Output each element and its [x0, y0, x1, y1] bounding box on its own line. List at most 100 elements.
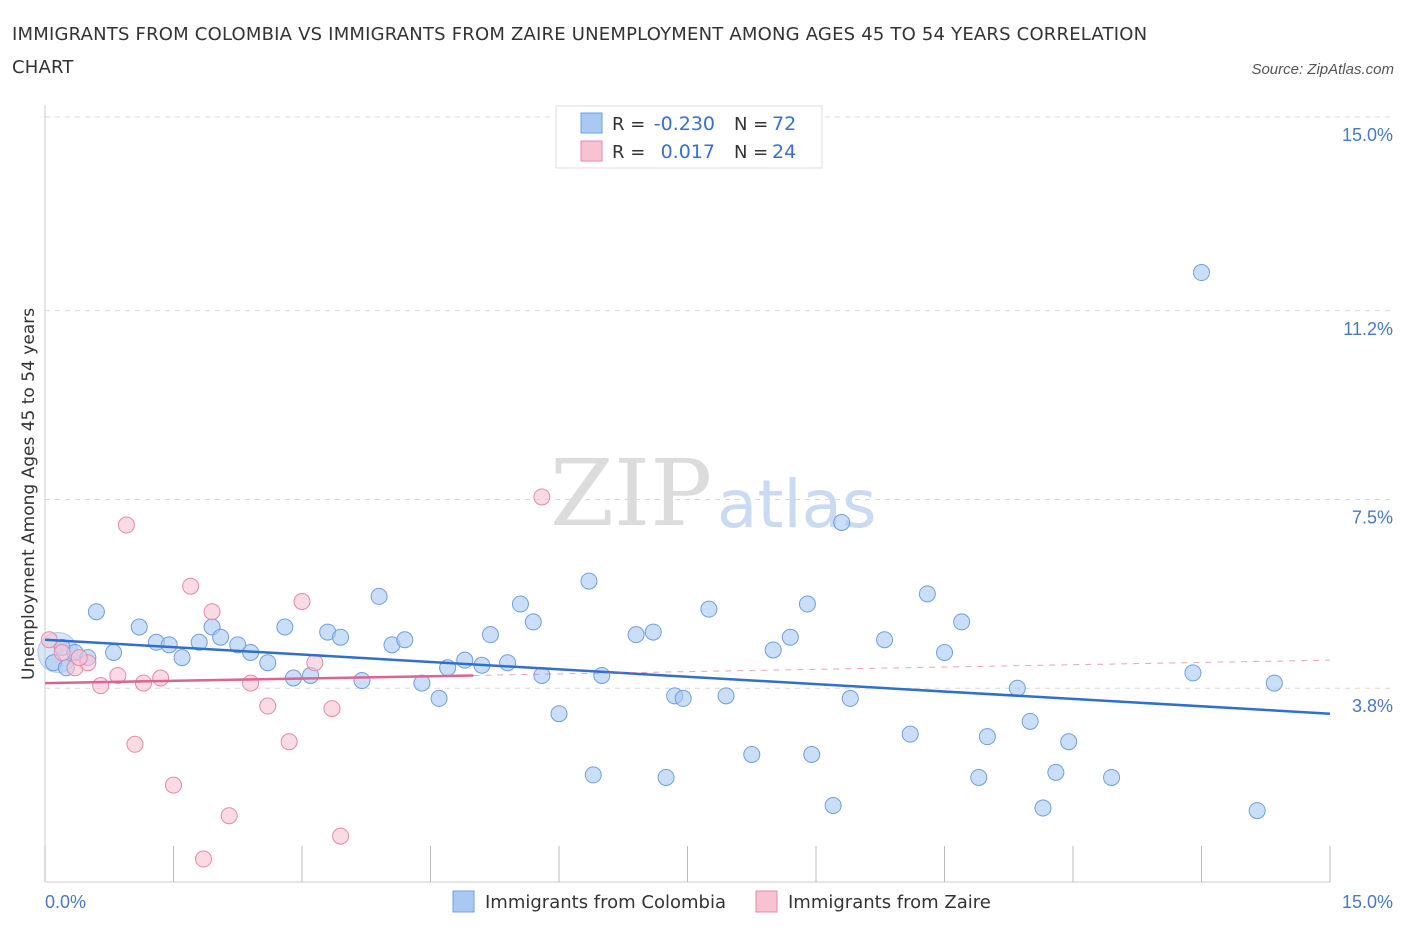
colombia-point	[978, 728, 996, 746]
colombia-point	[481, 626, 499, 644]
y-tick-label-3: 15.0%	[1342, 125, 1393, 145]
zaire-point	[533, 488, 551, 506]
colombia-point	[743, 746, 761, 763]
legend-zaire-r-label: R =	[612, 142, 645, 163]
colombia-point	[550, 705, 568, 723]
zaire-point	[203, 603, 221, 621]
colombia-point	[87, 603, 105, 621]
colombia-point	[1021, 712, 1039, 730]
colombia-point	[841, 689, 859, 707]
colombia-point	[657, 768, 675, 786]
legend-colombia-swatch	[580, 112, 603, 134]
legend-zaire-n-value: 24	[772, 141, 796, 163]
tick-labels: 3.8% 7.5% 11.2% 15.0% 0.0% 15.0%	[45, 125, 1393, 912]
colombia-point	[524, 613, 542, 631]
colombia-point	[876, 631, 894, 649]
chart-title: IMMIGRANTS FROM COLOMBIA VS IMMIGRANTS F…	[12, 24, 1148, 78]
legend-bottom-colombia-label: Immigrants from Colombia	[485, 892, 726, 913]
legend-series: Immigrants from Colombia Immigrants from…	[452, 890, 991, 913]
colombia-point	[396, 631, 414, 649]
colombia-point	[190, 633, 208, 651]
colombia-point	[824, 797, 842, 814]
colombia-point	[160, 636, 178, 654]
legend-colombia-n-label: N =	[734, 114, 768, 135]
zaire-point	[165, 776, 182, 794]
legend-colombia-r-label: R =	[612, 114, 645, 135]
zaire-point	[135, 674, 153, 692]
colombia-point	[1265, 674, 1283, 692]
colombia-point	[332, 628, 350, 646]
watermark-atlas: atlas	[717, 466, 877, 543]
colombia-point	[1047, 763, 1065, 781]
colombia-point	[499, 654, 517, 672]
colombia-point	[764, 641, 782, 659]
x-tick-label-0: 0.0%	[45, 892, 86, 912]
legend-colombia-n-value: 72	[772, 113, 796, 135]
legend-bottom-zaire-swatch	[755, 890, 778, 913]
colombia-point	[798, 595, 816, 613]
axes	[44, 105, 1331, 883]
x-tick-label-1: 15.0%	[1342, 892, 1393, 912]
zaire-point	[182, 577, 200, 595]
colombia-point	[1248, 802, 1266, 820]
colombia-point	[953, 613, 971, 631]
zaire-point	[306, 654, 324, 672]
zaire-point	[293, 593, 311, 610]
zaire-point	[92, 677, 110, 695]
zaire-point	[70, 649, 88, 667]
colombia-point	[370, 587, 388, 605]
colombia-point	[584, 766, 602, 784]
y-axis-title: Unemployment Among Ages 45 to 54 years	[19, 308, 39, 680]
colombia-point	[918, 585, 936, 603]
colombia-point	[511, 595, 529, 613]
colombia-point	[173, 649, 191, 667]
colombia-point	[717, 687, 735, 705]
colombia-point	[781, 628, 799, 646]
colombia-point	[627, 626, 645, 644]
colombia-point	[901, 725, 919, 743]
colombia-point	[1103, 768, 1121, 786]
colombia-point	[803, 746, 821, 763]
zaire-point	[332, 827, 350, 845]
data-points	[37, 264, 1283, 868]
legend-zaire-n-label: N =	[734, 142, 768, 163]
colombia-point	[105, 644, 123, 661]
zaire-point	[323, 700, 341, 718]
colombia-point	[936, 644, 953, 661]
legend-bottom-colombia-swatch	[452, 890, 475, 913]
source-label: Source: ZipAtlas.com	[1251, 61, 1394, 78]
colombia-point	[580, 572, 598, 590]
colombia-point	[430, 689, 448, 707]
colombia-point	[700, 600, 718, 618]
y-tick-label-0: 3.8%	[1352, 696, 1393, 716]
zaire-trend-line	[44, 674, 474, 685]
zaire-point	[220, 807, 238, 825]
y-tick-label-2: 11.2%	[1343, 319, 1393, 339]
colombia-point	[130, 618, 148, 636]
zaire-point	[109, 666, 127, 684]
colombia-point	[1184, 664, 1202, 682]
watermark-zip: ZIP	[550, 440, 712, 547]
colombia-point	[674, 689, 692, 707]
zaire-point	[280, 733, 298, 751]
legend-bottom-zaire-label: Immigrants from Zaire	[788, 892, 991, 913]
colombia-point	[413, 674, 431, 692]
legend-zaire-r-value: 0.017	[661, 141, 715, 163]
colombia-point	[353, 672, 371, 690]
colombia-point	[212, 628, 230, 646]
y-tick-label-1: 7.5%	[1352, 508, 1393, 528]
legend-zaire-swatch	[580, 140, 603, 162]
zaire-point	[53, 644, 71, 661]
colombia-trend-line	[44, 638, 1331, 715]
zaire-point	[152, 669, 170, 687]
zaire-point	[242, 674, 260, 692]
colombia-point	[1008, 679, 1026, 697]
legend-stats: R = -0.230 N = 72 R = 0.017 N = 24	[555, 105, 823, 169]
colombia-point	[833, 513, 851, 531]
colombia-point	[1034, 799, 1052, 817]
gridlines	[45, 116, 1395, 689]
zaire-point	[259, 697, 277, 715]
zaire-point	[126, 735, 144, 753]
colombia-point	[644, 623, 662, 641]
